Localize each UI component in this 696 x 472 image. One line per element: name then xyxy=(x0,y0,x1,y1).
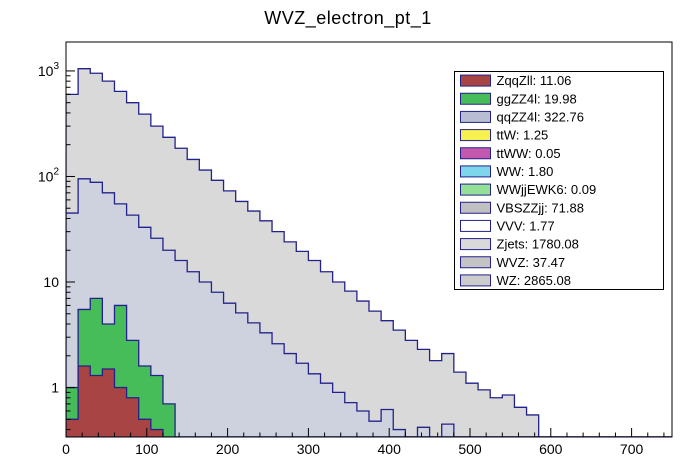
legend-swatch-qqzz4l xyxy=(460,110,491,123)
legend-swatch-ttw xyxy=(460,129,491,142)
legend-entry-vvv: VVV: 1.77 xyxy=(460,218,555,233)
legend-swatch-zjets xyxy=(460,238,491,251)
x-axis-tick-label: 500 xyxy=(458,441,482,457)
legend-label-zjets: Zjets: 1780.08 xyxy=(497,237,579,252)
legend-swatch-wwjjewk6 xyxy=(460,183,491,196)
x-axis-tick-label: 700 xyxy=(620,441,644,457)
legend-entry-ttw: ttW: 1.25 xyxy=(460,128,549,143)
legend-entry-wvz: WVZ: 37.47 xyxy=(460,255,566,270)
histogram-stack xyxy=(66,68,672,437)
legend-entry-qqzz4l: qqZZ4l: 322.76 xyxy=(460,109,584,124)
x-axis-tick-label: 600 xyxy=(539,441,563,457)
legend-swatch-ggzz4l xyxy=(460,92,491,105)
x-axis-tick-label: 200 xyxy=(216,441,240,457)
legend-label-vvv: VVV: 1.77 xyxy=(497,218,555,233)
plot-frame xyxy=(65,41,673,438)
legend-entry-ttww: ttWW: 0.05 xyxy=(460,146,561,161)
x-axis-tick-label: 300 xyxy=(297,441,321,457)
x-axis-tick-label: 0 xyxy=(62,441,70,457)
y-axis-tick-label: 1 xyxy=(51,380,59,396)
legend-swatch-wvz xyxy=(460,256,491,269)
legend-entry-wz: WZ: 2865.08 xyxy=(460,273,571,288)
legend-label-wvz: WVZ: 37.47 xyxy=(497,255,566,270)
legend-entry-vbszzjj: VBSZZjj: 71.88 xyxy=(460,200,584,215)
legend-swatch-vbszzjj xyxy=(460,201,491,214)
histogram-series-zqqzll xyxy=(66,365,672,437)
legend-entry-ggzz4l: ggZZ4l: 19.98 xyxy=(460,91,577,106)
legend-label-ww: WW: 1.80 xyxy=(497,164,554,179)
y-axis-tick-label: 10 xyxy=(43,274,59,290)
legend-label-ttww: ttWW: 0.05 xyxy=(497,146,561,161)
legend-swatch-wz xyxy=(460,274,491,287)
legend-label-zqqzll: ZqqZll: 11.06 xyxy=(497,73,572,88)
legend-swatch-vvv xyxy=(460,219,491,232)
legend-swatch-ww xyxy=(460,165,491,178)
chart-title: WVZ_electron_pt_1 xyxy=(264,8,432,28)
legend-entry-ww: WW: 1.80 xyxy=(460,164,554,179)
x-axis-tick-label: 400 xyxy=(378,441,402,457)
legend-swatch-zqqzll xyxy=(460,74,491,87)
x-axis-tick-label: 100 xyxy=(135,441,159,457)
legend-entry-zjets: Zjets: 1780.08 xyxy=(460,237,579,252)
legend-label-qqzz4l: qqZZ4l: 322.76 xyxy=(497,109,584,124)
legend: ZqqZll: 11.06 ggZZ4l: 19.98 qqZZ4l: 322.76… xyxy=(454,71,664,290)
legend-label-ggzz4l: ggZZ4l: 19.98 xyxy=(497,91,577,106)
legend-box xyxy=(454,71,664,290)
legend-label-wz: WZ: 2865.08 xyxy=(497,273,571,288)
y-axis-tick-label: 102 xyxy=(38,166,60,184)
legend-label-ttw: ttW: 1.25 xyxy=(497,128,549,143)
y-axis-tick-label: 103 xyxy=(38,61,60,79)
legend-swatch-ttww xyxy=(460,147,491,160)
legend-label-vbszzjj: VBSZZjj: 71.88 xyxy=(497,200,584,215)
legend-label-wwjjewk6: WWjjEWK6: 0.09 xyxy=(497,182,597,197)
legend-entry-wwjjewk6: WWjjEWK6: 0.09 xyxy=(460,182,597,197)
histogram-series-qqzz4l-plus-minor-backgrounds-vbszzjj-vv xyxy=(66,178,672,437)
legend-entry-zqqzll: ZqqZll: 11.06 xyxy=(460,73,572,88)
